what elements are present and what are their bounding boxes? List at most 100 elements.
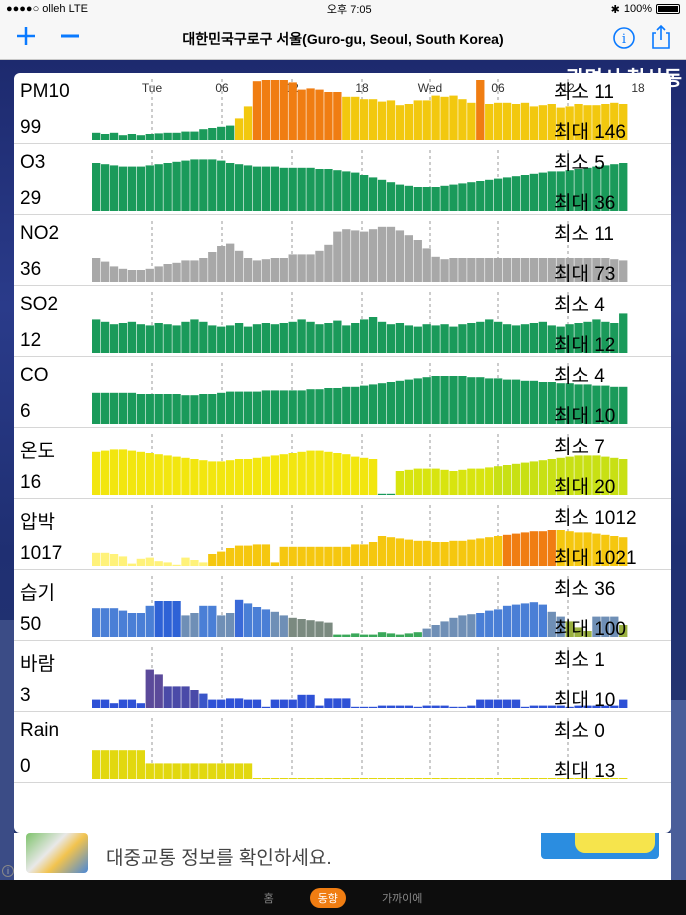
bar <box>208 699 217 708</box>
bar <box>172 456 181 495</box>
bar <box>226 613 235 637</box>
bar <box>252 260 262 282</box>
bar <box>502 534 512 566</box>
bar <box>199 258 208 282</box>
bar <box>529 602 539 637</box>
bar <box>386 537 396 566</box>
bar <box>368 542 378 566</box>
metric-row[interactable]: O3 29 최소 5 최대 36 <box>14 144 671 215</box>
metric-row[interactable]: 바람 3 최소 1 최대 10 <box>14 641 671 712</box>
bar <box>494 178 503 211</box>
bar <box>601 258 610 282</box>
bar <box>404 633 413 637</box>
bar <box>145 165 154 211</box>
bar <box>449 95 458 140</box>
bar <box>556 383 565 424</box>
bar <box>574 778 583 779</box>
bar <box>342 96 351 140</box>
bar <box>333 388 342 424</box>
metric-row[interactable]: 압박 1017 최소 1012 최대 1021 <box>14 499 671 570</box>
bar <box>431 95 440 140</box>
bar <box>261 609 271 637</box>
bar <box>502 177 512 211</box>
metric-row[interactable]: CO 6 최소 4 최대 10 <box>14 357 671 428</box>
metric-chart <box>92 150 628 211</box>
metric-name: CO <box>20 365 49 386</box>
bar <box>601 165 610 211</box>
bar <box>538 778 547 779</box>
remove-location-button[interactable] <box>58 24 82 53</box>
metric-row[interactable]: PM10 99 최소 11 최대 146 <box>14 73 671 144</box>
bar <box>109 703 119 708</box>
tab-trend[interactable]: 동향 <box>309 887 346 908</box>
bar <box>476 613 485 637</box>
share-button[interactable] <box>650 24 672 55</box>
bar <box>610 102 619 140</box>
bar <box>422 468 431 495</box>
bar <box>145 453 154 495</box>
bar <box>217 763 226 779</box>
bar <box>208 763 217 779</box>
bar <box>583 105 592 140</box>
bar <box>243 391 253 424</box>
tab-home[interactable]: 홈 <box>263 892 274 905</box>
bar <box>422 324 431 353</box>
bar <box>619 699 628 708</box>
bar <box>565 621 574 637</box>
bar <box>377 493 387 495</box>
ad-info-icon[interactable]: i <box>2 865 14 877</box>
metric-row[interactable]: 습기 50 최소 36 최대 100 <box>14 570 671 641</box>
bar <box>476 778 485 779</box>
metric-row[interactable]: Rain 0 최소 0 최대 13 <box>14 712 671 783</box>
bar <box>547 778 556 779</box>
bar <box>565 778 574 779</box>
bar <box>538 531 547 566</box>
bar <box>181 131 190 140</box>
bar <box>574 627 583 637</box>
ad-button[interactable] <box>541 833 659 859</box>
bar <box>92 451 101 495</box>
bar <box>190 459 199 495</box>
building-silhouette <box>0 620 14 880</box>
bar <box>145 605 154 637</box>
bar <box>288 546 297 566</box>
bar <box>145 669 154 708</box>
bar <box>351 96 360 140</box>
bar <box>181 557 190 566</box>
bar <box>601 321 610 353</box>
metric-row[interactable]: 온도 16 최소 7 최대 20 <box>14 428 671 499</box>
bar <box>583 705 592 708</box>
bar <box>502 258 512 282</box>
bar <box>386 324 396 353</box>
bar <box>377 179 387 211</box>
metric-row[interactable]: NO2 36 최소 11 최대 73 <box>14 215 671 286</box>
add-location-button[interactable] <box>14 24 38 53</box>
bar <box>306 620 315 637</box>
metric-value: 16 <box>20 472 42 493</box>
metric-max: 최대 36 <box>554 193 616 214</box>
bar <box>279 323 288 353</box>
bar <box>342 325 351 353</box>
bar <box>592 385 601 424</box>
bar <box>252 699 262 708</box>
bar <box>190 319 199 353</box>
bar <box>449 184 458 211</box>
bar <box>181 260 190 282</box>
bar <box>297 619 306 637</box>
bar <box>234 323 244 353</box>
bar <box>377 705 387 708</box>
bar <box>449 778 458 779</box>
bar <box>440 185 449 211</box>
tab-nearby[interactable]: 가까이에 <box>381 892 423 905</box>
bar <box>315 778 324 779</box>
info-button[interactable]: i <box>612 26 636 55</box>
bar <box>467 539 476 566</box>
bar <box>324 622 333 637</box>
metric-min: 최소 11 <box>554 82 614 103</box>
ad-banner[interactable]: 대중교통 정보를 확인하세요. <box>14 833 671 880</box>
bar <box>297 694 306 708</box>
bar <box>92 258 101 282</box>
metric-row[interactable]: SO2 12 최소 4 최대 12 <box>14 286 671 357</box>
bar <box>270 80 279 140</box>
metric-max: 최대 100 <box>554 619 626 640</box>
